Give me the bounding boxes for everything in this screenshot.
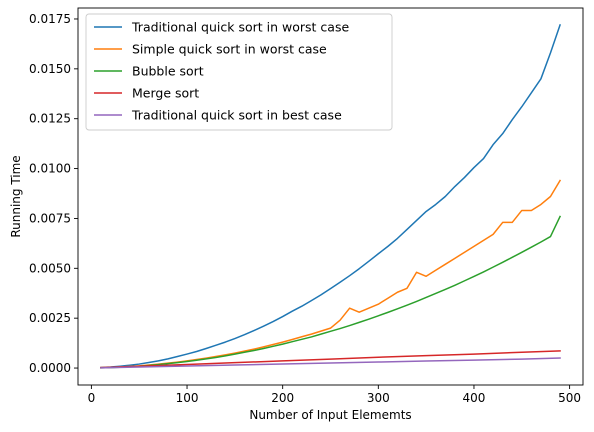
legend-entry: Traditional quick sort in best case xyxy=(131,108,342,123)
x-tick-label: 300 xyxy=(367,391,390,405)
legend-entry: Simple quick sort in worst case xyxy=(132,42,327,57)
series-line-simple-quick-sort-in-worst-case xyxy=(100,179,562,369)
y-tick-label: 0.0150 xyxy=(29,62,71,76)
x-tick-label: 200 xyxy=(271,391,294,405)
y-tick-label: 0.0100 xyxy=(29,162,71,176)
y-tick-label: 0.0175 xyxy=(29,12,71,26)
legend-entry: Traditional quick sort in worst case xyxy=(131,20,349,35)
y-tick-label: 0.0050 xyxy=(29,261,71,275)
series-line-traditional-quick-sort-in-best-case xyxy=(100,357,561,369)
x-tick-label: 400 xyxy=(463,391,486,405)
series-line-bubble-sort xyxy=(100,215,562,369)
series-line-traditional-quick-sort-in-worst-case xyxy=(100,24,562,369)
y-axis-label: Running Time xyxy=(9,155,23,237)
series-layer xyxy=(100,24,562,369)
x-tick-label: 0 xyxy=(88,391,96,405)
y-axis: 0.0000 0.0025 0.0050 0.0075 0.0100 0.0125 0.01… xyxy=(29,12,78,375)
y-tick-label: 0.0075 xyxy=(29,211,71,225)
y-tick-label: 0.0125 xyxy=(29,112,71,126)
x-axis: 0 100 200 300 400 500 xyxy=(88,385,581,405)
legend-entry: Merge sort xyxy=(132,86,199,101)
y-tick-label: 0.0000 xyxy=(29,361,71,375)
x-axis-label: Number of Input Elememts xyxy=(249,408,411,422)
series-line-merge-sort xyxy=(100,350,561,369)
x-tick-label: 100 xyxy=(176,391,199,405)
x-tick-label: 500 xyxy=(558,391,581,405)
legend-entry: Bubble sort xyxy=(132,64,204,79)
plot-frame xyxy=(77,7,584,386)
legend: Traditional quick sort in worst case Simp… xyxy=(85,13,393,131)
y-tick-label: 0.0025 xyxy=(29,311,71,325)
legend-box xyxy=(85,13,393,131)
